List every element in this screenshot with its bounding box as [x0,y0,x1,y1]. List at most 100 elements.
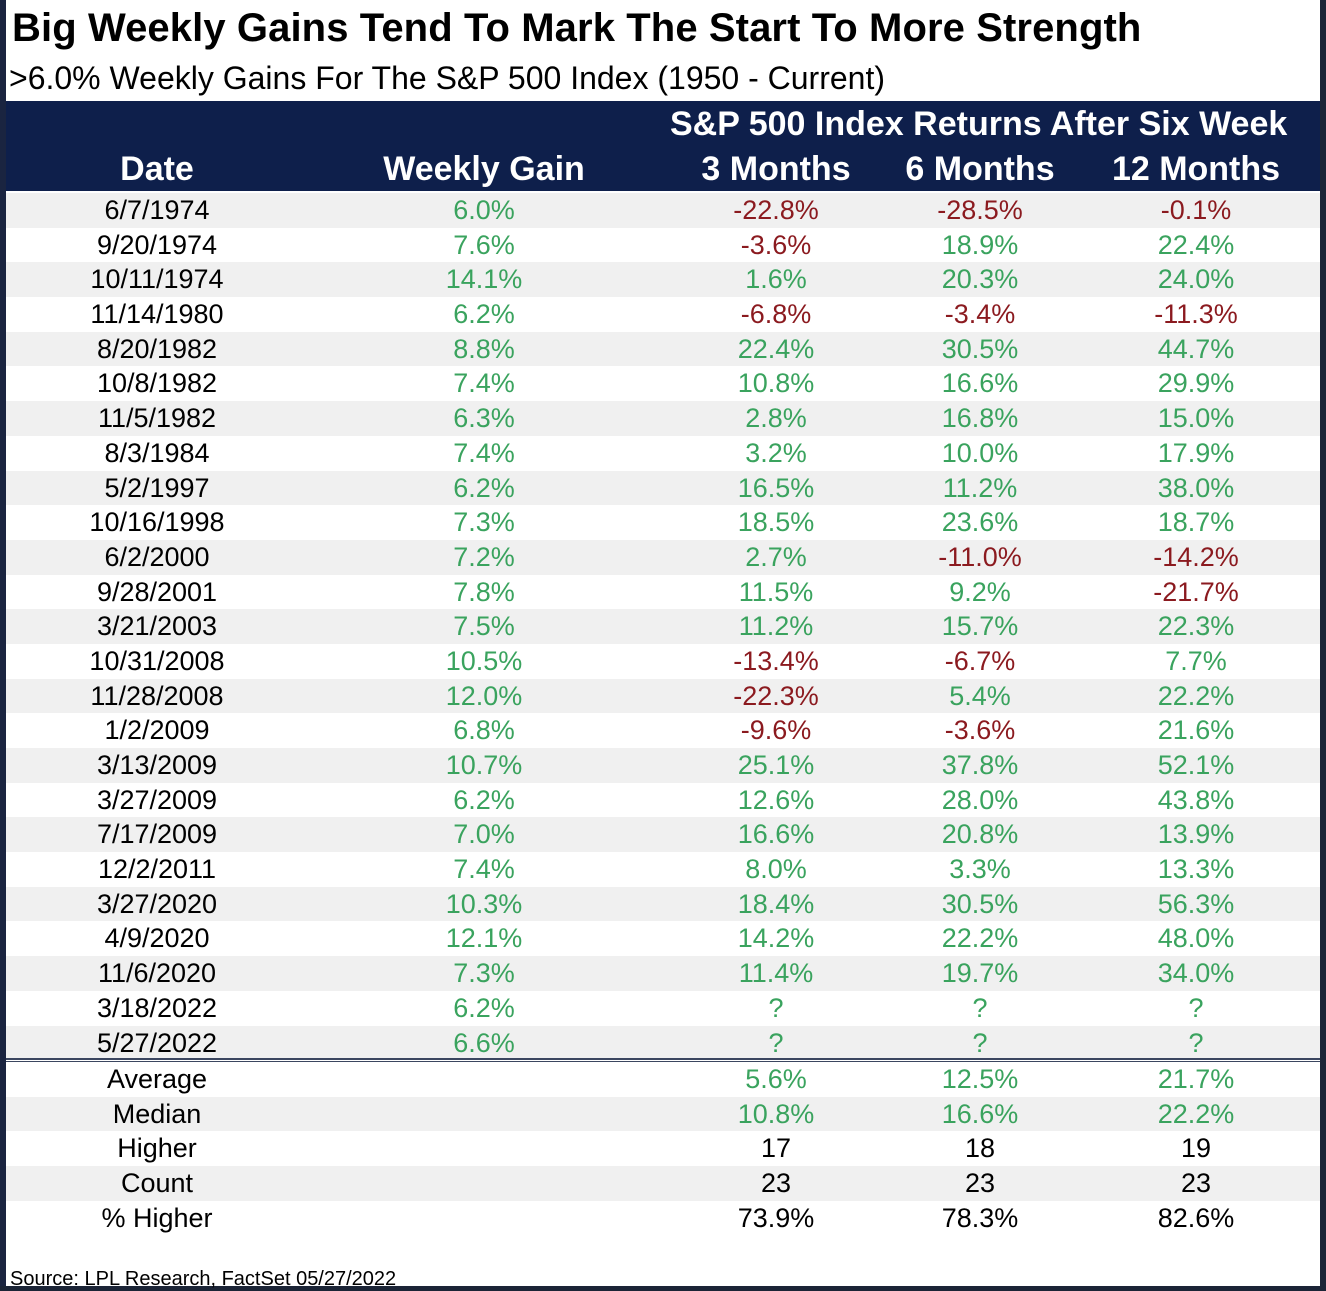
date-cell: 11/14/1980 [90,299,224,330]
return-3m-cell: 14.2% [737,923,815,954]
return-6m-cell: 16.8% [941,403,1019,434]
column-header-date: Date [120,150,194,188]
date-cell: 11/6/2020 [97,958,217,989]
date-cell: 11/28/2008 [90,680,224,711]
date-cell: 6/2/2000 [104,541,210,572]
summary-row: Higher 17 18 19 [6,1131,1320,1166]
date-cell: 9/20/1974 [96,229,218,260]
table-row: 10/31/2008 10.5% -13.4% -6.7% 7.7% [6,644,1320,679]
weekly-gain-cell: 10.3% [445,888,523,919]
return-3m-cell: 18.4% [737,888,815,919]
return-6m-cell: 3.3% [949,854,1011,885]
date-cell: 3/27/2009 [96,784,218,815]
return-3m-cell: 3.2% [745,437,807,468]
weekly-gain-cell: 7.4% [453,437,515,468]
return-6m-cell: 20.8% [941,819,1019,850]
return-3m-cell: 8.0% [745,854,807,885]
return-6m-cell: ? [972,992,988,1023]
return-12m-cell: 38.0% [1157,472,1235,503]
return-3m-cell: 22.4% [737,333,815,364]
left-border [0,0,6,1286]
summary-label: Average [106,1064,208,1094]
summary-12m-cell: 19 [1180,1133,1212,1164]
return-3m-cell: 25.1% [737,750,815,780]
return-6m-cell: ? [972,1027,988,1058]
table-row: 3/21/2003 7.5% 11.2% 15.7% 22.3% [6,609,1320,644]
return-3m-cell: 1.6% [745,264,807,295]
summary-12m-cell: 82.6% [1157,1202,1235,1233]
summary-12m-cell: 23 [1180,1168,1212,1199]
return-3m-cell: 11.4% [738,958,814,989]
return-12m-cell: 48.0% [1157,923,1235,954]
header-group-label: S&P 500 Index Returns After Six Week [670,105,1288,143]
return-3m-cell: 10.8% [737,368,815,399]
weekly-gain-cell: 6.2% [453,784,515,815]
table-row: 10/11/1974 14.1% 1.6% 20.3% 24.0% [6,262,1320,298]
return-6m-cell: 23.6% [941,507,1019,538]
return-3m-cell: -6.8% [740,299,812,330]
summary-12m-cell: 22.2% [1157,1098,1235,1129]
weekly-gain-cell: 7.6% [453,229,515,260]
column-header-12-months: 12 Months [1111,150,1281,188]
date-cell: 7/17/2009 [96,819,218,850]
return-3m-cell: 16.6% [737,819,815,850]
summary-3m-cell: 23 [760,1168,792,1199]
return-12m-cell: -11.3% [1154,299,1238,330]
table-row: 8/3/1984 7.4% 3.2% 10.0% 17.9% [6,436,1320,471]
right-border [1320,0,1326,1286]
return-12m-cell: 29.9% [1157,368,1235,399]
table-row: 3/27/2009 6.2% 12.6% 28.0% 43.8% [6,783,1320,818]
weekly-gain-cell: 6.2% [453,992,515,1023]
table-row: 1/2/2009 6.8% -9.6% -3.6% 21.6% [6,713,1320,748]
summary-label: Median [112,1098,202,1129]
weekly-gain-cell: 12.1% [445,923,523,954]
table-row: 6/7/1974 6.0% -22.8% -28.5% -0.1% [6,193,1320,228]
summary-6m-cell: 12.5% [941,1064,1019,1094]
return-6m-cell: 5.4% [949,680,1011,711]
weekly-gain-cell: 6.2% [453,299,515,330]
summary-label: Higher [117,1133,197,1164]
return-6m-cell: 16.6% [941,368,1019,399]
date-cell: 3/18/2022 [96,992,218,1023]
summary-section: Average 5.6% 12.5% 21.7% Median 10.8% 16.6% 22.… [6,1062,1320,1235]
return-6m-cell: -3.4% [944,299,1016,330]
return-3m-cell: -22.3% [733,680,819,711]
weekly-gain-cell: 6.6% [453,1027,515,1058]
return-12m-cell: -0.1% [1160,195,1232,225]
date-cell: 3/21/2003 [96,611,218,642]
date-cell: 11/5/1982 [97,403,217,434]
return-6m-cell: -3.6% [944,715,1016,746]
return-3m-cell: 11.5% [738,576,814,607]
date-cell: 9/28/2001 [96,576,218,607]
return-12m-cell: 13.3% [1157,854,1235,885]
table-row: 4/9/2020 12.1% 14.2% 22.2% 48.0% [6,921,1320,956]
return-12m-cell: 24.0% [1157,264,1235,295]
date-cell: 8/3/1984 [104,437,210,468]
table-row: 9/20/1974 7.6% -3.6% 18.9% 22.4% [6,228,1320,263]
return-12m-cell: 22.4% [1157,229,1235,260]
return-12m-cell: ? [1188,1027,1204,1058]
weekly-gain-cell: 6.8% [453,715,515,746]
summary-label: Count [120,1168,194,1199]
summary-row: Average 5.6% 12.5% 21.7% [6,1062,1320,1097]
weekly-gain-cell: 7.0% [453,819,515,850]
table-row: 3/13/2009 10.7% 25.1% 37.8% 52.1% [6,748,1320,783]
return-6m-cell: -11.0% [938,541,1022,572]
summary-6m-cell: 78.3% [941,1202,1019,1233]
return-12m-cell: 44.7% [1157,333,1235,364]
summary-6m-cell: 23 [964,1168,996,1199]
return-3m-cell: 16.5% [737,472,815,503]
return-3m-cell: -3.6% [740,229,812,260]
table-header: S&P 500 Index Returns After Six Week Dat… [6,101,1320,191]
return-3m-cell: -22.8% [733,195,819,225]
date-cell: 8/20/1982 [96,333,218,364]
weekly-gain-cell: 8.8% [453,333,515,364]
return-12m-cell: 13.9% [1157,819,1235,850]
table-row: 12/2/2011 7.4% 8.0% 3.3% 13.3% [6,852,1320,887]
summary-row: % Higher 73.9% 78.3% 82.6% [6,1201,1320,1236]
return-12m-cell: 7.7% [1165,645,1227,676]
column-header-weekly-gain: Weekly Gain [383,150,585,188]
return-12m-cell: 22.2% [1157,680,1235,711]
date-cell: 6/7/1974 [104,195,210,225]
return-3m-cell: 2.8% [745,403,807,434]
